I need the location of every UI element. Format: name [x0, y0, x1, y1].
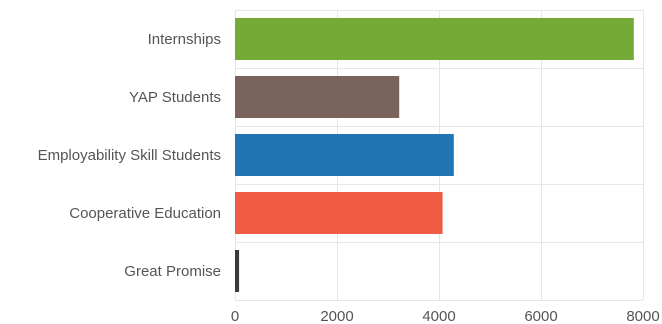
x-axis-tick-labels: 0 2000 4000 6000 8000	[231, 308, 660, 324]
category-labels: Internships YAP Students Employability Ski…	[38, 31, 221, 280]
x-tick-label: 0	[231, 308, 239, 324]
bars	[235, 18, 634, 292]
bar[interactable]	[235, 76, 400, 118]
bar[interactable]	[235, 134, 454, 176]
category-label: Internships	[148, 31, 221, 48]
bar[interactable]	[235, 18, 634, 60]
x-tick-label: 8000	[626, 308, 659, 324]
x-tick-label: 4000	[422, 308, 455, 324]
bar[interactable]	[235, 250, 240, 292]
x-tick-label: 2000	[320, 308, 353, 324]
bar[interactable]	[235, 192, 443, 234]
x-tick-label: 6000	[524, 308, 557, 324]
category-label: Employability Skill Students	[38, 147, 221, 164]
category-label: Great Promise	[124, 263, 221, 280]
category-label: Cooperative Education	[69, 205, 221, 222]
category-label: YAP Students	[129, 89, 221, 106]
